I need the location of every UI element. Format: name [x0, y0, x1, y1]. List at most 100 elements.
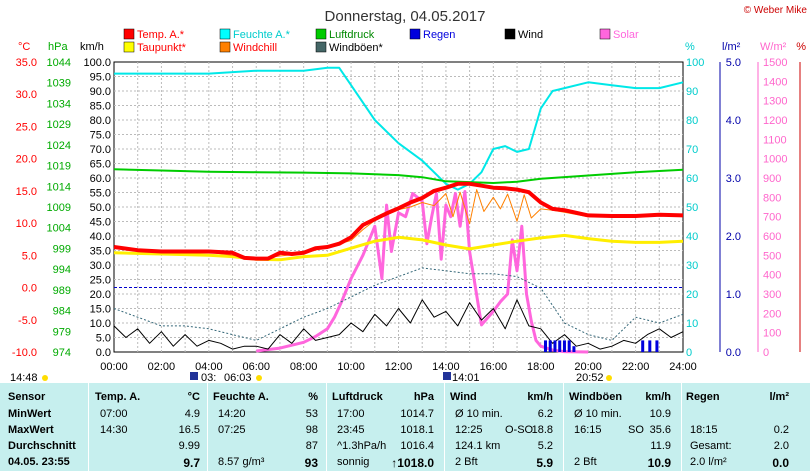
stats-cell: 04.05. 23:55: [8, 456, 70, 468]
temp-tick: 10.0: [16, 218, 37, 230]
stats-cell: 53: [305, 408, 318, 420]
legend-swatch: [504, 28, 516, 40]
pressure-tick: 1029: [47, 119, 71, 131]
stats-cell: 16.5: [178, 424, 200, 436]
solar-tick: 500: [763, 250, 781, 262]
stats-cell: 23:45: [337, 424, 365, 436]
stats-cell: 9.7: [183, 456, 200, 470]
series-line-solar: [256, 190, 589, 354]
humidity-axis-unit: %: [685, 41, 695, 53]
stats-cell: 4.9: [184, 408, 200, 420]
stats-row: 04.05. 23:55 9.7 8.57 g/m³ 93 sonnig ↑1018.0 2…: [0, 455, 810, 470]
marker-moon-b-label: 14:01: [452, 372, 480, 383]
wind-tick: 90.0: [90, 86, 111, 98]
x-tick: 02:00: [148, 361, 176, 373]
rain-bar: [543, 340, 547, 352]
solar-tick: 300: [763, 289, 781, 301]
moon-icon: [190, 372, 198, 380]
solar-tick: 1200: [763, 115, 787, 127]
x-tick: 08:00: [290, 361, 318, 373]
wind-tick: 60.0: [90, 173, 111, 185]
rain-bar: [641, 340, 645, 352]
legend-label: Solar: [613, 29, 639, 41]
wind-tick: 5.0: [96, 333, 111, 345]
stats-cell: 2.0: [773, 440, 789, 452]
stats-column-divider: [207, 383, 208, 471]
legend-label: Taupunkt*: [137, 42, 187, 54]
legend-label: Luftdruck: [329, 29, 375, 41]
stats-cell: Ø 10 min.: [455, 408, 503, 420]
pressure-tick: 999: [53, 243, 71, 255]
pressure-tick: 1019: [47, 161, 71, 173]
stats-cell: °C: [187, 391, 200, 403]
pressure-tick: 1024: [47, 140, 71, 152]
x-tick: 14:00: [432, 361, 460, 373]
solar-tick: 1500: [763, 57, 787, 69]
stats-header-row: Sensor Temp. A. °C Feuchte A.% Luftdruck hPa W…: [0, 390, 810, 405]
axis-ticks: 35.0 30.0 25.0 20.0 15.0 10.0 5.0 0.0 -5.0 -10.0 1…: [12, 57, 801, 373]
stats-cell: 18:15: [690, 424, 718, 436]
stats-cell: 35.6: [649, 424, 671, 436]
sun-icon: [42, 375, 48, 381]
rain-tick: 2.0: [726, 231, 741, 243]
rain-bar: [567, 340, 571, 352]
legend-label: Windchill: [233, 42, 277, 54]
temp-tick: 25.0: [16, 121, 37, 133]
wind-tick: 20.0: [90, 289, 111, 301]
rain-bar: [558, 340, 562, 352]
stats-cell: 17:00: [337, 408, 365, 420]
legend-swatch: [315, 41, 327, 53]
axis-units: °C hPa km/h% l/m² W/m²%: [18, 41, 806, 53]
solar-tick: 400: [763, 270, 781, 282]
stats-cell: Temp. A.: [95, 391, 141, 403]
stats-cell: 93: [304, 456, 318, 470]
stats-column-divider: [444, 383, 445, 471]
wind-tick: 85.0: [90, 101, 111, 113]
sun-icon: [606, 375, 612, 381]
wind-tick: 65.0: [90, 159, 111, 171]
credit-text: © Weber Mike: [744, 5, 808, 16]
temp-tick: -5.0: [18, 315, 37, 327]
moon-icon: [443, 372, 451, 380]
stats-cell: ^1.3hPa/h: [337, 440, 387, 452]
stats-cell: 2 Bft: [455, 456, 478, 468]
stats-cell: 12:25: [455, 424, 483, 436]
edge-clip-mark: %: [796, 41, 806, 53]
pressure-tick: 1004: [47, 223, 71, 235]
legend-label: Temp. A.*: [137, 29, 185, 41]
legend-label: Feuchte A.*: [233, 29, 291, 41]
solar-tick: 800: [763, 192, 781, 204]
x-tick: 18:00: [527, 361, 555, 373]
humidity-tick: 60: [686, 173, 698, 185]
stats-cell: Regen: [686, 391, 720, 403]
solar-tick: 100: [763, 328, 781, 340]
stats-cell: 1018.1: [400, 424, 434, 436]
humidity-tick: 40: [686, 231, 698, 243]
pressure-tick: 974: [53, 347, 71, 359]
legend-label: Windböen*: [329, 42, 384, 54]
stats-cell: 07:00: [100, 408, 128, 420]
stats-row: Durchschnitt 9.99 87 ^1.3hPa/h 1016.4 124.1 k…: [0, 439, 810, 454]
humidity-tick: 80: [686, 115, 698, 127]
wind-tick: 55.0: [90, 188, 111, 200]
stats-cell: 10.9: [647, 456, 671, 470]
rain-bar: [548, 340, 552, 352]
humidity-tick: 30: [686, 260, 698, 272]
temp-tick: -10.0: [12, 347, 37, 359]
solar-tick: 1400: [763, 76, 787, 88]
series-layer: [113, 66, 684, 354]
solar-tick: 700: [763, 212, 781, 224]
legend-swatch: [123, 41, 135, 53]
wind-tick: 30.0: [90, 260, 111, 272]
stats-cell: sonnig: [337, 456, 370, 468]
temp-tick: 20.0: [16, 154, 37, 166]
stats-cell: 98: [305, 424, 318, 436]
solar-tick: 900: [763, 173, 781, 185]
pressure-tick: 979: [53, 326, 71, 338]
legend-swatch: [219, 28, 231, 40]
stats-cell: 1016.4: [400, 440, 434, 452]
temp-tick: 35.0: [16, 57, 37, 69]
series-line-tempa: [113, 181, 684, 261]
wind-tick: 50.0: [90, 202, 111, 214]
stats-cell: 16:15: [574, 424, 602, 436]
